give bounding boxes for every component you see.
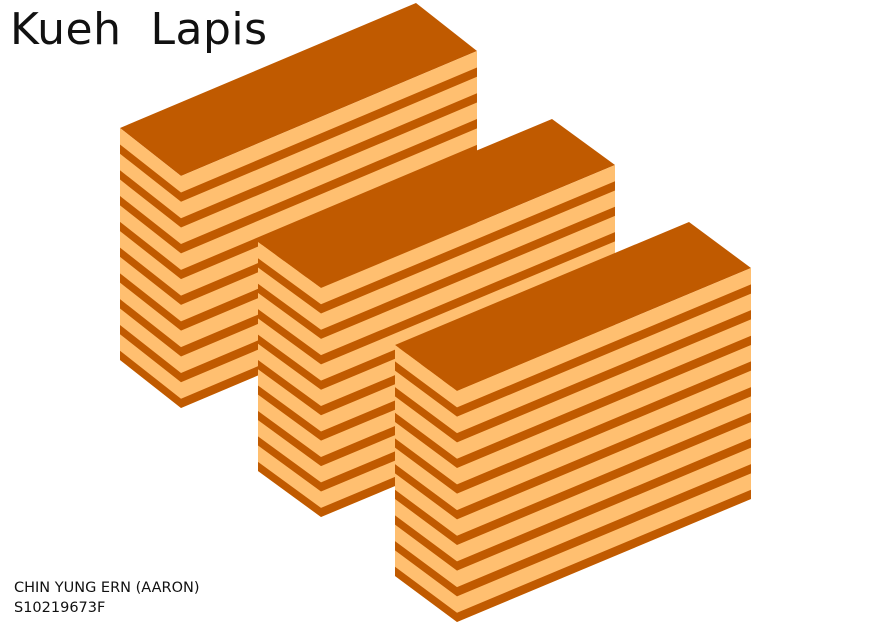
student-id: S10219673F [14,598,200,618]
credits: CHIN YUNG ERN (AARON) S10219673F [14,578,200,618]
author-name: CHIN YUNG ERN (AARON) [14,578,200,598]
